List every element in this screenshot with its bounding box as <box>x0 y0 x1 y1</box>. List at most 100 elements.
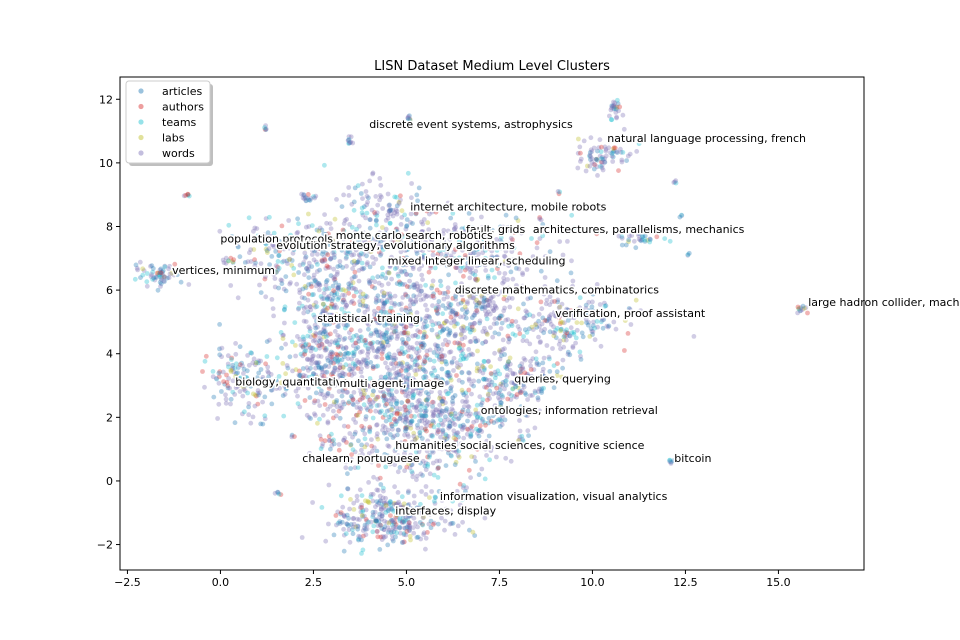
scatter-point <box>367 178 373 184</box>
scatter-point <box>402 451 407 456</box>
scatter-point <box>374 448 380 454</box>
scatter-point <box>587 334 593 339</box>
scatter-point <box>381 500 387 506</box>
scatter-point <box>329 304 334 310</box>
scatter-point <box>384 339 390 345</box>
scatter-point <box>394 382 400 388</box>
scatter-point <box>484 438 490 444</box>
scatter-point <box>403 407 409 413</box>
scatter-point <box>436 465 441 470</box>
scatter-point <box>371 523 377 529</box>
scatter-point <box>587 152 593 158</box>
scatter-point <box>379 356 385 361</box>
scatter-point <box>357 505 363 510</box>
scatter-point <box>458 441 464 447</box>
scatter-point <box>379 308 384 314</box>
scatter-point <box>397 411 403 417</box>
scatter-point <box>350 531 356 537</box>
scatter-point <box>432 265 438 271</box>
scatter-point <box>407 306 412 312</box>
scatter-point <box>396 372 402 378</box>
scatter-point <box>362 380 367 385</box>
scatter-point <box>400 373 406 379</box>
scatter-point <box>345 251 350 257</box>
scatter-point <box>400 519 406 524</box>
scatter-point <box>382 456 388 462</box>
scatter-point <box>472 335 478 341</box>
scatter-point <box>435 334 441 339</box>
scatter-point <box>335 333 340 338</box>
scatter-point <box>402 268 408 274</box>
scatter-point <box>387 312 392 318</box>
scatter-point <box>321 296 327 301</box>
scatter-point <box>578 150 583 156</box>
scatter-point <box>301 339 306 345</box>
scatter-point <box>506 323 511 329</box>
scatter-point <box>373 316 378 322</box>
scatter-point <box>385 355 391 361</box>
scatter-point <box>500 337 506 343</box>
scatter-point <box>211 394 217 400</box>
scatter-point <box>235 244 241 250</box>
scatter-point <box>473 277 479 283</box>
scatter-point <box>297 337 303 342</box>
scatter-point <box>379 335 385 340</box>
scatter-point <box>446 304 452 310</box>
scatter-point <box>439 356 445 362</box>
scatter-point <box>435 374 441 379</box>
scatter-point <box>250 391 256 397</box>
scatter-point <box>465 299 470 305</box>
scatter-point <box>438 351 444 357</box>
scatter-point <box>439 359 445 365</box>
scatter-point <box>422 373 428 379</box>
scatter-point <box>507 304 513 310</box>
scatter-point <box>351 258 357 264</box>
scatter-point <box>379 317 385 323</box>
scatter-point <box>420 473 425 478</box>
scatter-point <box>482 376 488 382</box>
scatter-point <box>336 285 341 290</box>
scatter-point <box>396 499 401 505</box>
scatter-point <box>448 388 454 394</box>
scatter-point <box>621 126 627 132</box>
scatter-point <box>350 527 355 533</box>
scatter-point <box>390 435 396 440</box>
scatter-point <box>453 310 459 316</box>
scatter-point <box>517 331 523 337</box>
scatter-point <box>437 357 442 362</box>
scatter-point <box>499 422 505 428</box>
scatter-point <box>422 413 428 418</box>
scatter-point <box>411 301 416 307</box>
scatter-point <box>325 305 330 311</box>
scatter-point <box>186 282 192 287</box>
scatter-point <box>348 280 353 286</box>
scatter-point <box>389 387 394 392</box>
scatter-point <box>376 329 382 335</box>
scatter-point <box>297 262 303 268</box>
scatter-point <box>410 376 416 382</box>
scatter-point <box>348 283 354 288</box>
scatter-point <box>470 352 476 358</box>
scatter-point <box>425 461 431 467</box>
scatter-point <box>388 519 393 525</box>
scatter-point <box>380 495 386 501</box>
scatter-point <box>154 275 159 280</box>
scatter-point <box>380 427 385 433</box>
scatter-point <box>415 287 421 292</box>
scatter-point <box>385 525 391 530</box>
scatter-point <box>479 444 485 450</box>
scatter-point <box>380 346 386 352</box>
scatter-point <box>486 358 491 364</box>
scatter-point <box>505 277 510 282</box>
scatter-point <box>424 348 430 354</box>
scatter-point <box>424 403 430 409</box>
scatter-point <box>420 366 426 372</box>
scatter-point <box>311 275 316 281</box>
scatter-point <box>332 274 338 280</box>
scatter-point <box>485 275 491 281</box>
scatter-point <box>417 364 423 370</box>
scatter-point <box>359 396 365 402</box>
scatter-point <box>357 289 363 295</box>
scatter-point <box>398 440 404 446</box>
scatter-point <box>396 369 402 374</box>
